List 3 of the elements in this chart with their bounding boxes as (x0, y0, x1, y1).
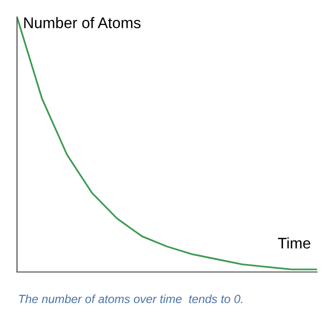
x-axis-title: Time (278, 237, 310, 249)
text: The number of atoms over time tends to 0. (19, 294, 242, 304)
y-axis-title: Number of Atoms (24, 17, 140, 28)
